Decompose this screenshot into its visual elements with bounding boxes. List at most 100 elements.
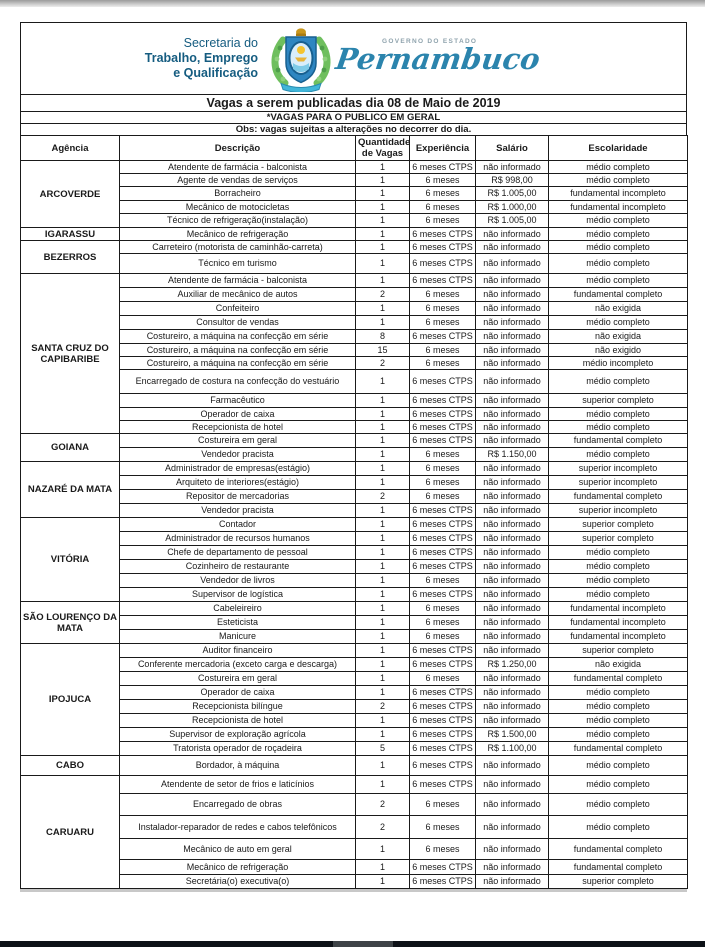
cell-escolaridade: fundamental incompleto (548, 200, 688, 214)
cell-descricao: Costureira em geral (119, 433, 356, 448)
table-row: Recepcionista bilíngue 2 6 meses CTPS não i… (21, 699, 688, 714)
table-row: Mecânico de refrigeração 1 6 meses CTPS não… (21, 859, 688, 875)
cell-vagas: 1 (355, 160, 410, 174)
cell-escolaridade: médio incompleto (548, 356, 688, 370)
cell-vagas: 8 (355, 329, 410, 344)
cell-descricao: Auxiliar de mecânico de autos (119, 287, 356, 302)
cell-descricao: Mecânico de auto em geral (119, 838, 356, 860)
cell-descricao: Recepcionista de hotel (119, 713, 356, 728)
cell-salario: não informado (475, 559, 549, 574)
cell-experiencia: 6 meses CTPS (409, 874, 476, 889)
cell-vagas: 1 (355, 615, 410, 630)
cell-descricao: Instalador-reparador de redes e cabos te… (119, 815, 356, 839)
page-title: Vagas a serem publicadas dia 08 de Maio … (20, 94, 687, 112)
cell-experiencia: 6 meses (409, 815, 476, 839)
table-row: Vendedor pracista 1 6 meses CTPS não inform… (21, 503, 688, 518)
cell-experiencia: 6 meses (409, 461, 476, 476)
cell-escolaridade: fundamental incompleto (548, 601, 688, 616)
table-row: Costureiro, a máquina na confecção em sé… (21, 356, 688, 370)
horizontal-scrollbar-thumb[interactable] (333, 941, 393, 947)
cell-escolaridade: médio completo (548, 699, 688, 714)
cell-experiencia: 6 meses CTPS (409, 859, 476, 875)
table-row: Encarregado de costura na confecção do v… (21, 369, 688, 394)
cell-experiencia: 6 meses CTPS (409, 587, 476, 602)
cell-descricao: Farmacêutico (119, 393, 356, 408)
cell-vagas: 1 (355, 685, 410, 700)
table-row: Conferente mercadoria (exceto carga e de… (21, 657, 688, 672)
cell-experiencia: 6 meses (409, 573, 476, 588)
cell-descricao: Conferente mercadoria (exceto carga e de… (119, 657, 356, 672)
cell-experiencia: 6 meses (409, 447, 476, 462)
cell-vagas: 1 (355, 213, 410, 228)
cell-salario: R$ 1.005,00 (475, 186, 549, 201)
cell-experiencia: 6 meses CTPS (409, 503, 476, 518)
cell-descricao: Atendente de farmácia - balconista (119, 160, 356, 174)
cell-experiencia: 6 meses (409, 200, 476, 214)
cell-vagas: 1 (355, 643, 410, 658)
cell-salario: R$ 1.500,00 (475, 727, 549, 742)
cell-experiencia: 6 meses CTPS (409, 240, 476, 254)
cell-experiencia: 6 meses (409, 315, 476, 330)
cell-descricao: Manicure (119, 629, 356, 644)
cell-escolaridade: não exigida (548, 329, 688, 344)
cell-experiencia: 6 meses CTPS (409, 329, 476, 344)
col-header-escolaridade: Escolaridade (548, 135, 688, 161)
cell-escolaridade: médio completo (548, 240, 688, 254)
col-header-quantidade: Quantidade de Vagas (355, 135, 410, 161)
cell-salario: não informado (475, 699, 549, 714)
table-row: Agente de vendas de serviços 1 6 meses R$ 9… (21, 173, 688, 187)
cell-experiencia: 6 meses (409, 475, 476, 490)
gov-label: GOVERNO DO ESTADO (382, 37, 478, 45)
table-row: Borracheiro 1 6 meses R$ 1.005,00 fundamenta… (21, 186, 688, 201)
cell-experiencia: 6 meses (409, 213, 476, 228)
cell-salario: não informado (475, 517, 549, 532)
cell-descricao: Atendente de setor de frios e laticínios (119, 775, 356, 794)
cell-escolaridade: médio completo (548, 685, 688, 700)
cell-vagas: 2 (355, 793, 410, 816)
table-header-row: Agência Descrição Quantidade de Vagas Ex… (20, 135, 688, 161)
table-row: Farmacêutico 1 6 meses CTPS não informado su… (21, 393, 688, 408)
cell-experiencia: 6 meses CTPS (409, 393, 476, 408)
pernambuco-logo: GOVERNO DO ESTADO Pernambuco (268, 26, 542, 92)
cell-experiencia: 6 meses (409, 615, 476, 630)
cell-escolaridade: fundamental completo (548, 489, 688, 504)
cell-experiencia: 6 meses (409, 838, 476, 860)
cell-escolaridade: médio completo (548, 559, 688, 574)
cell-escolaridade: superior completo (548, 517, 688, 532)
cell-experiencia: 6 meses (409, 173, 476, 187)
cell-escolaridade: médio completo (548, 227, 688, 241)
cell-experiencia: 6 meses CTPS (409, 545, 476, 560)
cell-salario: não informado (475, 461, 549, 476)
cell-vagas: 2 (355, 356, 410, 370)
table-row: Administrador de recursos humanos 1 6 mese… (21, 531, 688, 546)
table-row: Esteticista 1 6 meses não informado fundamen… (21, 615, 688, 630)
cell-experiencia: 6 meses CTPS (409, 727, 476, 742)
cell-escolaridade: superior completo (548, 874, 688, 889)
cell-vagas: 1 (355, 273, 410, 288)
cell-escolaridade: médio completo (548, 727, 688, 742)
cell-escolaridade: médio completo (548, 253, 688, 274)
cell-descricao: Vendedor pracista (119, 503, 356, 518)
cell-escolaridade: médio completo (548, 173, 688, 187)
cell-salario: não informado (475, 343, 549, 357)
cell-vagas: 1 (355, 838, 410, 860)
cell-vagas: 1 (355, 874, 410, 889)
cell-vagas: 1 (355, 517, 410, 532)
cell-salario: R$ 1.000,00 (475, 200, 549, 214)
cell-vagas: 1 (355, 755, 410, 776)
cell-descricao: Arquiteto de interiores(estágio) (119, 475, 356, 490)
cell-escolaridade: fundamental completo (548, 287, 688, 302)
cell-vagas: 2 (355, 287, 410, 302)
cell-salario: não informado (475, 356, 549, 370)
cell-experiencia: 6 meses CTPS (409, 741, 476, 756)
vacancies-table: Agência Descrição Quantidade de Vagas Ex… (20, 135, 688, 889)
table-row: Secretária(o) executiva(o) 1 6 meses CTPS n… (21, 874, 688, 889)
cell-descricao: Cozinheiro de restaurante (119, 559, 356, 574)
table-row: Arquiteto de interiores(estágio) 1 6 meses… (21, 475, 688, 490)
horizontal-scrollbar-track[interactable] (0, 941, 705, 947)
cell-descricao: Operador de caixa (119, 685, 356, 700)
table-row: Recepcionista de hotel 1 6 meses CTPS não i… (21, 420, 688, 434)
agency-cell: GOIANA (20, 433, 120, 462)
cell-escolaridade: fundamental incompleto (548, 186, 688, 201)
table-row: IPOJUCA Auditor financeiro 1 6 meses CTPS nã… (20, 643, 688, 756)
